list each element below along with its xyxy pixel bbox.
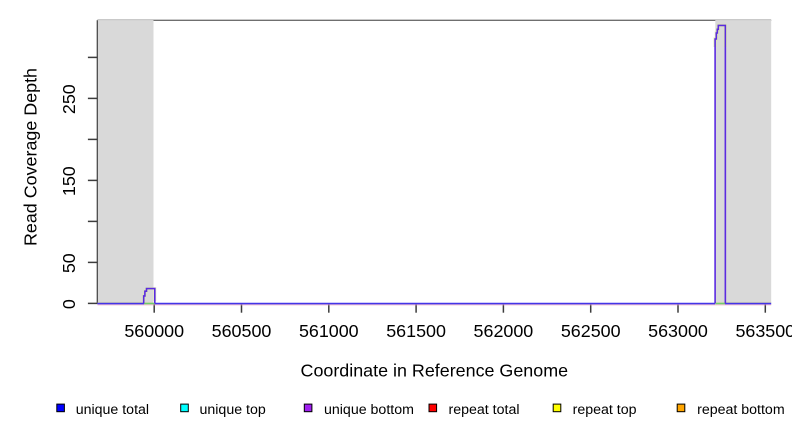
svg-text:561000: 561000 [299, 321, 359, 341]
svg-text:563500: 563500 [735, 321, 792, 341]
svg-text:repeat bottom: repeat bottom [697, 402, 785, 418]
svg-text:562500: 562500 [561, 321, 621, 341]
svg-text:unique top: unique top [200, 402, 266, 418]
svg-text:unique total: unique total [76, 402, 149, 418]
svg-text:Coordinate in Reference Genome: Coordinate in Reference Genome [301, 360, 569, 380]
svg-text:562000: 562000 [474, 321, 534, 341]
svg-text:561500: 561500 [386, 321, 446, 341]
svg-text:563000: 563000 [648, 321, 708, 341]
svg-text:0: 0 [59, 299, 79, 309]
svg-text:50: 50 [59, 253, 79, 273]
svg-text:repeat top: repeat top [573, 402, 637, 418]
svg-text:repeat total: repeat total [449, 402, 520, 418]
svg-text:250: 250 [59, 84, 79, 114]
svg-text:560500: 560500 [212, 321, 272, 341]
svg-text:560000: 560000 [124, 321, 184, 341]
svg-text:unique bottom: unique bottom [324, 402, 414, 418]
svg-text:Read Coverage Depth: Read Coverage Depth [20, 68, 40, 246]
svg-text:150: 150 [59, 166, 79, 196]
